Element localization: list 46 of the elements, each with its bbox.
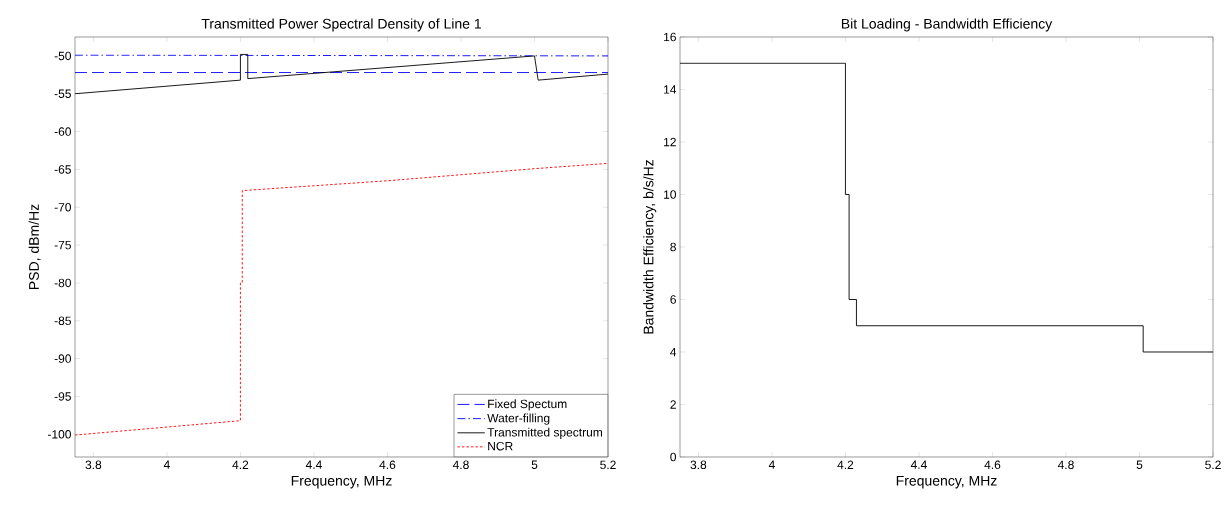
y-tick-label: 2 bbox=[670, 400, 676, 409]
y-tick-label: 12 bbox=[664, 137, 676, 147]
x-tick-label: 4.2 bbox=[837, 460, 854, 469]
y-tick-label: -60 bbox=[54, 127, 71, 136]
x-tick-label: 4 bbox=[163, 460, 170, 469]
x-tick-label: 4.4 bbox=[910, 460, 927, 469]
legend-label: Water-filling bbox=[487, 413, 550, 425]
x-tick-label: 5 bbox=[531, 460, 538, 469]
y-axis-title: PSD, dBm/Hz bbox=[28, 204, 41, 290]
x-tick-label: 4.6 bbox=[379, 460, 396, 470]
y-tick-label: -95 bbox=[54, 392, 71, 401]
y-axis-title: Bandwidth Efficiency, b/s/Hz bbox=[643, 160, 657, 334]
chart-title: Transmitted Power Spectral Density of Line 1 bbox=[201, 18, 481, 32]
x-tick-label: 3.8 bbox=[85, 460, 102, 470]
x-tick-label: 4.6 bbox=[984, 460, 1001, 470]
y-tick-label: -80 bbox=[54, 278, 71, 288]
x-tick-label: 5.2 bbox=[1205, 460, 1221, 470]
chart-title: Bit Loading - Bandwidth Efficiency bbox=[841, 18, 1053, 32]
x-axis-title: Frequency, MHz bbox=[896, 475, 997, 489]
y-tick-label: 0 bbox=[670, 452, 677, 462]
x-axis-title: Frequency, MHz bbox=[291, 475, 392, 489]
y-tick-label: 8 bbox=[670, 242, 676, 252]
y-tick-label: -75 bbox=[54, 240, 71, 250]
x-tick-label: 4.8 bbox=[1057, 460, 1074, 470]
legend-label: Fixed Spectum bbox=[488, 399, 567, 411]
y-tick-label: 10 bbox=[664, 190, 677, 199]
y-tick-label: 14 bbox=[664, 85, 677, 94]
y-tick-label: 4 bbox=[670, 347, 677, 357]
x-tick-label: 4.4 bbox=[305, 460, 322, 469]
x-tick-label: 4.8 bbox=[452, 460, 469, 470]
y-tick-label: -100 bbox=[47, 430, 71, 439]
x-tick-label: 3.8 bbox=[690, 460, 707, 470]
y-tick-label: -50 bbox=[54, 51, 71, 61]
legend-label: Transmitted spectrum bbox=[487, 427, 602, 439]
x-tick-label: 5.2 bbox=[600, 460, 616, 470]
y-tick-label: -70 bbox=[54, 203, 71, 212]
y-tick-label: -55 bbox=[54, 89, 71, 98]
x-tick-label: 4.2 bbox=[232, 460, 249, 469]
x-tick-label: 5 bbox=[1136, 460, 1143, 469]
y-tick-label: 6 bbox=[670, 295, 676, 304]
y-tick-label: -90 bbox=[54, 354, 71, 363]
y-tick-label: -85 bbox=[54, 316, 71, 326]
legend-label: NCR bbox=[488, 441, 513, 451]
x-tick-label: 4 bbox=[768, 460, 775, 469]
y-tick-label: -65 bbox=[54, 165, 71, 174]
y-tick-label: 16 bbox=[664, 32, 676, 42]
